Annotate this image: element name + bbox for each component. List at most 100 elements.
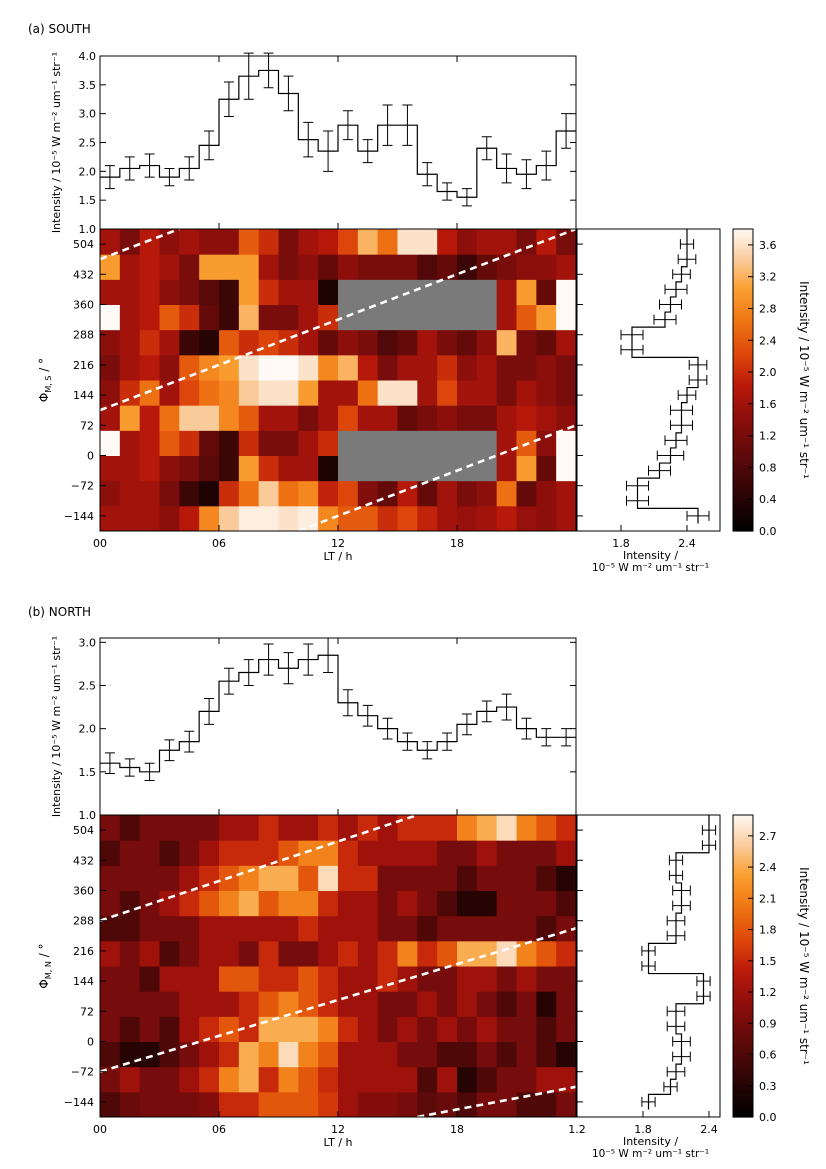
heatmap-cell	[516, 254, 537, 280]
heatmap-cell	[516, 405, 537, 431]
heatmap-cell-missing	[457, 304, 478, 331]
colorbar-band	[733, 407, 753, 411]
lt-profile-errorbar	[422, 741, 433, 760]
colorbar-band	[733, 842, 753, 846]
heatmap-cell	[119, 229, 141, 255]
heatmap-cell	[357, 254, 379, 280]
colorbar-band	[733, 229, 753, 233]
heatmap-cell	[219, 1016, 240, 1042]
heatmap-cell	[357, 865, 379, 891]
lt-profile-ytick-label: 3.5	[79, 79, 97, 92]
colorbar-band	[733, 1038, 753, 1043]
heatmap-cell-missing	[476, 304, 498, 331]
heatmap-cell	[397, 1041, 418, 1068]
heatmap-cell	[318, 279, 339, 305]
heatmap-xtick-label: 00	[93, 537, 107, 550]
lt-profile-errorbar	[481, 136, 492, 161]
phi-profile-xtick-label: 2.4	[700, 1123, 718, 1136]
heatmap-cell	[417, 329, 438, 356]
heatmap-cell	[278, 505, 299, 532]
colorbar-band	[733, 510, 753, 514]
heatmap-cell-missing	[457, 279, 478, 305]
heatmap-cell-missing	[437, 304, 458, 331]
colorbar-band	[733, 362, 753, 366]
lt-profile-errorbar	[184, 730, 195, 753]
colorbar-tick-label: 0.6	[759, 1049, 777, 1062]
heatmap-cell	[100, 279, 121, 305]
lt-profile-errorbar	[263, 52, 274, 89]
colorbar-band	[733, 862, 753, 866]
heatmap-cell	[238, 380, 260, 406]
heatmap-cell	[318, 430, 339, 456]
colorbar-band	[733, 364, 753, 369]
heatmap-cell	[377, 815, 398, 841]
colorbar-tick-label: 0.3	[759, 1080, 777, 1093]
heatmap-cell	[258, 405, 279, 431]
heatmap-cell	[417, 991, 438, 1017]
heatmap-cell-missing	[338, 455, 359, 482]
colorbar-band	[733, 963, 753, 967]
heatmap-cell	[199, 254, 220, 280]
heatmap-cell	[100, 1091, 121, 1118]
heatmap-cell	[199, 380, 220, 406]
heatmap-cell	[357, 405, 379, 431]
heatmap-cell	[496, 329, 517, 356]
heatmap-cell	[318, 1066, 339, 1093]
heatmap-cell	[377, 840, 398, 866]
heatmap-cell	[476, 480, 498, 507]
colorbar-band	[733, 918, 753, 922]
heatmap-cell	[457, 354, 478, 381]
heatmap-cell	[417, 1066, 438, 1093]
heatmap-cell	[298, 380, 319, 406]
heatmap-cell-missing	[377, 304, 398, 331]
heatmap-cell	[119, 865, 141, 891]
heatmap-cell	[536, 1091, 557, 1118]
heatmap-cell	[100, 815, 121, 841]
colorbar-band	[733, 1101, 753, 1106]
heatmap-cell	[278, 991, 299, 1017]
colorbar-band	[733, 299, 753, 303]
colorbar-band	[733, 495, 753, 499]
heatmap-cell	[457, 840, 478, 866]
heatmap-cell	[437, 380, 458, 406]
heatmap-cell	[159, 380, 180, 406]
heatmap-cell	[119, 304, 141, 331]
heatmap-cell	[238, 1016, 260, 1042]
heatmap-cell	[556, 840, 577, 866]
heatmap-xtick-label: 12	[331, 1123, 345, 1136]
colorbar-band	[733, 1089, 753, 1093]
colorbar-band	[733, 1111, 753, 1116]
heatmap-cell	[457, 890, 478, 917]
heatmap-cell	[219, 991, 240, 1017]
heatmap-cell	[219, 304, 240, 331]
heatmap-cell	[377, 1041, 398, 1068]
phi-profile-errorbar	[670, 405, 693, 416]
heatmap-cell	[238, 890, 260, 917]
lt-profile-line	[100, 654, 576, 773]
lt-profile-errorbar	[164, 739, 175, 762]
lt-profile-errorbar	[461, 188, 472, 207]
heatmap-cell	[119, 840, 141, 866]
colorbar-band	[733, 1091, 753, 1095]
heatmap-cell	[219, 1041, 240, 1068]
heatmap-cell-missing	[397, 304, 418, 331]
heatmap-cell	[338, 1041, 359, 1068]
heatmap-cell	[397, 940, 418, 967]
heatmap-cell	[119, 1091, 141, 1118]
heatmap-ytick-label: 504	[73, 824, 94, 837]
heatmap-ytick-label: −72	[71, 1066, 94, 1079]
heatmap-cell-missing	[377, 455, 398, 482]
heatmap-cell	[377, 380, 398, 406]
heatmap-cell-missing	[417, 304, 438, 331]
colorbar-band	[733, 1044, 753, 1048]
colorbar-band	[733, 437, 753, 441]
heatmap-cell	[119, 505, 141, 532]
colorbar-band	[733, 266, 753, 270]
lt-profile-ytick-label: 1.5	[79, 194, 97, 207]
colorbar-band	[733, 840, 753, 844]
heatmap-cell	[258, 229, 279, 255]
lt-profile-errorbar	[223, 667, 234, 695]
heatmap-xlabel: LT / h	[323, 1136, 352, 1149]
heatmap-cell	[476, 405, 498, 431]
